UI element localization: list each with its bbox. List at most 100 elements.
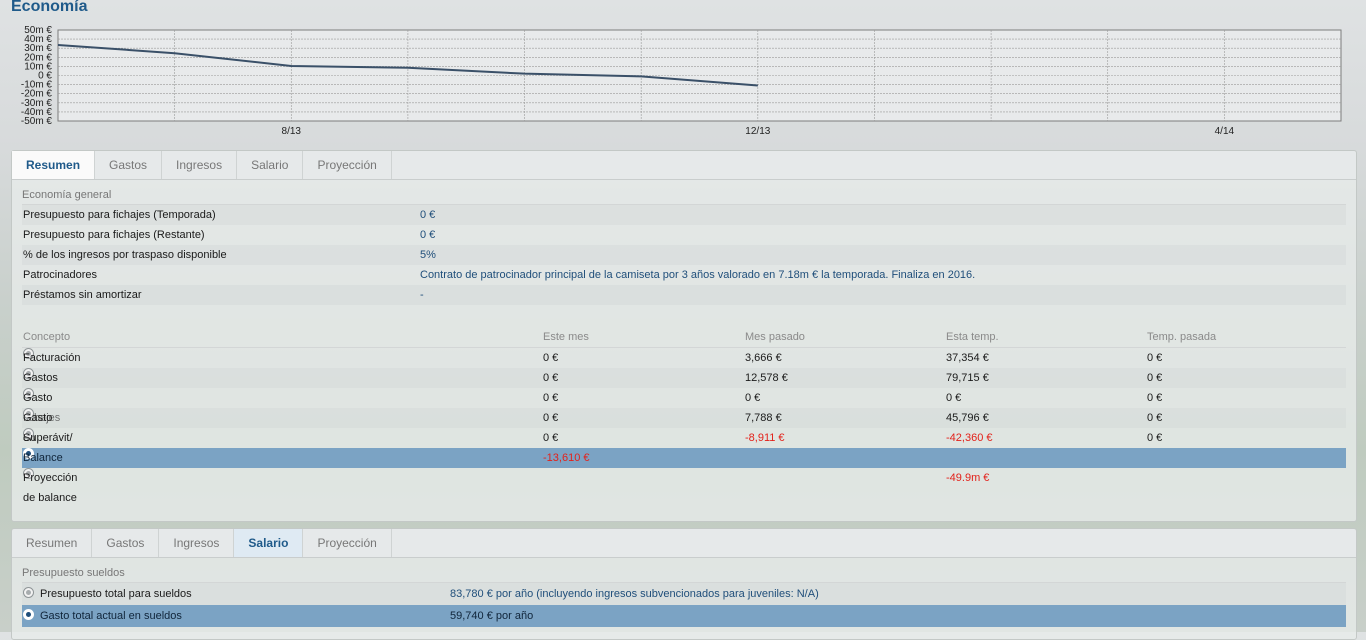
y-tick-label: 30m € (24, 43, 52, 54)
tab-proyeccion[interactable]: Proyección (303, 529, 392, 557)
radio-icon[interactable] (23, 408, 34, 419)
tab-ingresos[interactable]: Ingresos (162, 151, 238, 179)
cell: -42,360 € (946, 432, 993, 444)
row-label: Balance (23, 452, 63, 464)
info-row: Presupuesto para fichajes (Restante) 0 € (22, 225, 1346, 245)
cell: 12,578 € (745, 372, 788, 384)
column-header: Esta temp. (946, 331, 999, 343)
info-row: Presupuesto para fichajes (Temporada) 0 … (22, 205, 1346, 225)
tab-salario[interactable]: Salario (234, 529, 304, 557)
y-tick-label: 50m € (24, 25, 52, 36)
table-row-selected[interactable]: Gasto total actual en sueldos 59,740 € p… (22, 605, 1346, 627)
table-row[interactable]: Gasto en sueldos 0 € 7,788 € 45,796 € 0 … (22, 408, 1346, 464)
table-row[interactable]: Superávit/ (Déficit) 0 € -8,911 € -42,36… (22, 428, 1346, 464)
row-value: 59,740 € por año (450, 610, 534, 622)
info-row: Préstamos sin amortizar - (22, 285, 1346, 305)
row-label: Proyección de balance (23, 472, 78, 504)
y-tick-label: 10m € (24, 61, 52, 72)
cell: 0 € (543, 432, 559, 444)
column-header: Temp. pasada (1147, 331, 1217, 343)
tab-resumen[interactable]: Resumen (12, 151, 96, 179)
info-label: Préstamos sin amortizar (23, 289, 142, 301)
cell: 7,788 € (745, 412, 782, 424)
info-value: 0 € (420, 229, 436, 241)
table-row[interactable]: Proyección de balance -49.9m € (22, 468, 1346, 504)
info-value: 0 € (420, 209, 436, 221)
table-row[interactable]: Presupuesto total para sueldos 83,780 € … (22, 583, 1346, 605)
info-label: Patrocinadores (23, 269, 97, 281)
y-tick-label: 20m € (24, 52, 52, 63)
cell: 0 € (946, 392, 962, 404)
tab-gastos[interactable]: Gastos (92, 529, 160, 557)
radio-icon[interactable] (23, 428, 34, 439)
tab-proyeccion[interactable]: Proyección (303, 151, 392, 179)
cell: 0 € (1147, 372, 1163, 384)
radio-selected-icon[interactable] (23, 448, 34, 459)
tab-gastos[interactable]: Gastos (95, 151, 163, 179)
x-tick-label: 12/13 (745, 126, 770, 137)
x-tick-label: 4/14 (1215, 126, 1235, 137)
y-tick-label: 40m € (24, 34, 52, 45)
x-tick-label: 8/13 (282, 126, 302, 137)
table-row[interactable]: Gastos 0 € 12,578 € 79,715 € 0 € (22, 368, 1346, 388)
info-label: Presupuesto para fichajes (Restante) (23, 229, 205, 241)
page-title: Economía (11, 0, 88, 15)
cell: 79,715 € (946, 372, 989, 384)
sponsor-link[interactable]: Contrato de patrocinador principal de la… (420, 269, 976, 281)
cell: -49.9m € (946, 472, 990, 484)
row-label: Presupuesto total para sueldos (40, 588, 192, 600)
y-tick-label: -40m € (21, 107, 53, 118)
cell: 0 € (543, 392, 559, 404)
y-tick-label: 0 € (38, 71, 52, 82)
info-value: 5% (420, 249, 436, 261)
row-value: 83,780 € por año (incluyendo ingresos su… (450, 588, 819, 600)
y-tick-label: -20m € (21, 89, 53, 100)
table-header: Concepto Este mes Mes pasado Esta temp. … (22, 327, 1346, 348)
finance-line-chart: 50m €40m €30m €20m €10m €0 € -10m € -20m €… (0, 22, 1366, 144)
cell: 0 € (543, 412, 559, 424)
info-label: Presupuesto para fichajes (Temporada) (23, 209, 216, 221)
radio-icon[interactable] (23, 468, 34, 479)
cell: 0 € (745, 392, 761, 404)
y-tick-label: -10m € (21, 80, 53, 91)
column-header: Este mes (543, 331, 589, 343)
finance-summary-panel: Resumen Gastos Ingresos Salario Proyecci… (11, 150, 1357, 522)
info-row: Patrocinadores Contrato de patrocinador … (22, 265, 1346, 285)
tab-ingresos[interactable]: Ingresos (159, 529, 235, 557)
radio-icon[interactable] (23, 587, 34, 598)
cell: -8,911 € (745, 432, 785, 444)
tab-resumen[interactable]: Resumen (12, 529, 93, 557)
table-row[interactable]: Gasto fichajes 0 € 0 € 0 € 0 € (22, 388, 1346, 424)
cell: -13,610 € (543, 452, 590, 464)
y-tick-label: -50m € (21, 116, 53, 127)
radio-icon[interactable] (23, 368, 34, 379)
table-row-selected[interactable]: Balance -13,610 € (22, 448, 1346, 468)
radio-icon[interactable] (23, 388, 34, 399)
radio-selected-icon[interactable] (23, 609, 34, 620)
cell: 0 € (1147, 412, 1163, 424)
tab-bar: Resumen Gastos Ingresos Salario Proyecci… (12, 151, 1356, 180)
row-label: Gasto total actual en sueldos (40, 610, 182, 622)
column-header: Mes pasado (745, 331, 805, 343)
cell: 0 € (1147, 432, 1163, 444)
cell: 45,796 € (946, 412, 989, 424)
cell: 3,666 € (745, 352, 782, 364)
cell: 0 € (1147, 392, 1163, 404)
section-heading: Economía general (22, 186, 1346, 205)
cell: 0 € (1147, 352, 1163, 364)
series-line (57, 44, 758, 87)
salary-panel: Resumen Gastos Ingresos Salario Proyecci… (11, 528, 1357, 640)
row-label: Facturación (23, 352, 81, 364)
cell: 0 € (543, 352, 559, 364)
section-heading: Presupuesto sueldos (22, 564, 1346, 583)
tab-salario[interactable]: Salario (237, 151, 304, 179)
info-row: % de los ingresos por traspaso disponibl… (22, 245, 1346, 265)
info-value: - (420, 289, 424, 301)
tab-bar: Resumen Gastos Ingresos Salario Proyecci… (12, 529, 1356, 558)
info-label: % de los ingresos por traspaso disponibl… (23, 249, 227, 261)
cell: 0 € (543, 372, 559, 384)
cell: 37,354 € (946, 352, 989, 364)
row-label: Gastos (23, 372, 58, 384)
radio-icon[interactable] (23, 348, 34, 359)
table-row[interactable]: Facturación 0 € 3,666 € 37,354 € 0 € (22, 348, 1346, 368)
